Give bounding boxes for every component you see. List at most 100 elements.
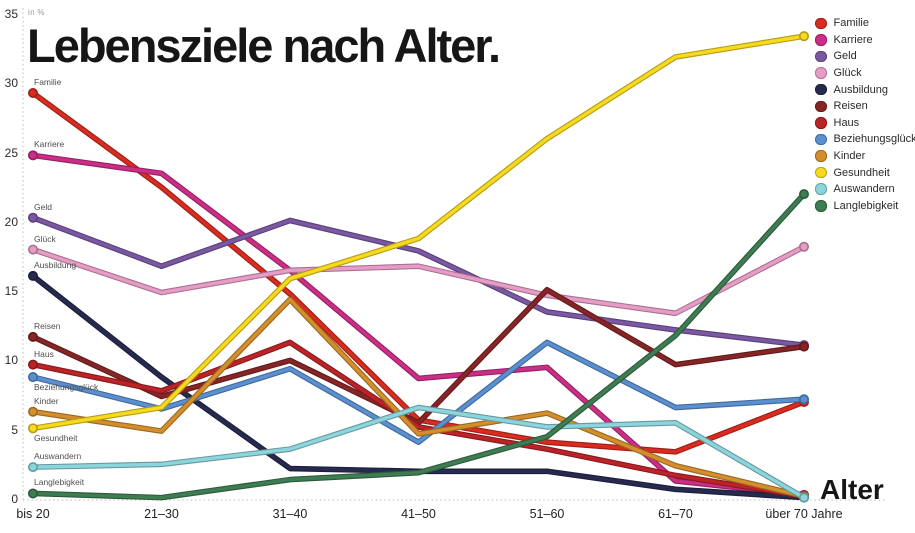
legend-dot xyxy=(815,50,827,63)
y-axis-tick-label: 25 xyxy=(4,145,18,160)
series-line-Auswandern xyxy=(28,404,809,503)
series-label: Haus xyxy=(34,348,54,359)
legend-dot xyxy=(815,183,827,195)
legend-dot xyxy=(815,67,827,79)
series-endpoint-dot-core xyxy=(29,214,37,222)
x-axis-tick-label: 61–70 xyxy=(658,507,693,521)
series-endpoint-dot-core xyxy=(29,246,37,253)
x-axis-tick-label: 31–40 xyxy=(272,507,308,521)
series-endpoint-dot-core xyxy=(29,151,37,159)
legend-label: Ausbildung xyxy=(833,83,888,96)
series-endpoint-dot-core xyxy=(800,343,808,350)
y-axis-tick-label: 20 xyxy=(4,214,18,229)
series-endpoint-dot-core xyxy=(29,408,37,416)
legend-dot xyxy=(815,34,827,46)
y-axis-tick-label: 30 xyxy=(4,76,18,91)
series-endpoint-dot-core xyxy=(29,424,37,432)
legend-label: Glück xyxy=(833,67,862,80)
series-stroke xyxy=(31,216,806,347)
legend-label: Haus xyxy=(833,116,860,129)
series-stroke xyxy=(31,245,806,316)
legend-dot xyxy=(815,133,827,146)
x-axis-tick-label: bis 20 xyxy=(16,507,50,521)
series-label: Geld xyxy=(34,201,52,212)
series-endpoint-dot-core xyxy=(29,361,37,368)
legend-dot xyxy=(815,83,827,96)
legend-dot xyxy=(815,166,827,179)
legend-item-Ausbildung: Ausbildung xyxy=(815,81,915,98)
chart-title: Lebensziele nach Alter. xyxy=(27,19,501,72)
legend-label: Auswandern xyxy=(833,183,895,196)
y-axis-tick-label: 15 xyxy=(4,284,18,299)
legend-label: Geld xyxy=(833,50,857,63)
series-stroke xyxy=(31,340,806,498)
series-label: Gesundheit xyxy=(34,433,78,444)
y-axis-tick-label: 0 xyxy=(11,492,18,506)
legend-dot xyxy=(815,117,827,129)
legend-item-Kinder: Kinder xyxy=(815,148,915,165)
legend-item-Geld: Geld xyxy=(815,48,915,65)
series-line-Langlebigkeit xyxy=(28,189,809,501)
y-axis-tick-label: 10 xyxy=(4,353,18,368)
series-endpoint-dot-core xyxy=(800,190,808,198)
legend-dot xyxy=(815,200,827,212)
legend: Familie Karriere Geld Glück Ausbildung Reisen… xyxy=(815,15,915,214)
series-label: Familie xyxy=(34,76,62,87)
series-endpoint-dot-core xyxy=(29,89,37,97)
series-label: Kinder xyxy=(34,395,59,406)
series-line-Geld xyxy=(28,212,809,351)
series-endpoint-dot-core xyxy=(29,333,37,341)
legend-label: Langlebigkeit xyxy=(833,199,899,212)
x-axis-title: Alter xyxy=(820,474,884,505)
series-label: Karriere xyxy=(34,139,65,150)
legend-dot xyxy=(815,17,827,30)
series-stroke xyxy=(31,192,806,500)
legend-item-Reisen: Reisen xyxy=(815,98,915,115)
legend-dot xyxy=(815,100,827,113)
series-label: Langlebigkeit xyxy=(34,477,85,488)
legend-label: Karriere xyxy=(833,33,873,46)
series-stroke xyxy=(31,288,806,425)
series-stroke xyxy=(31,91,806,454)
x-axis-tick-label: 41–50 xyxy=(401,507,436,521)
legend-item-Beziehungsglück: Beziehungsglück xyxy=(815,131,915,148)
legend-label: Familie xyxy=(833,17,869,30)
series-line-Gesundheit xyxy=(28,31,809,434)
series-stroke xyxy=(31,297,806,498)
legend-dot xyxy=(815,150,827,162)
legend-item-Familie: Familie xyxy=(815,15,915,32)
series-stroke xyxy=(31,405,806,500)
series-line-Reisen xyxy=(28,286,809,426)
series-stroke xyxy=(31,34,806,431)
series-label: Glück xyxy=(34,233,56,244)
legend-item-Glück: Glück xyxy=(815,65,915,82)
series-line-Familie xyxy=(28,87,809,455)
x-axis-tick-label: über 70 Jahre xyxy=(765,507,843,521)
series-endpoint-dot-core xyxy=(800,395,808,403)
series-stroke xyxy=(31,153,806,497)
series-outline xyxy=(30,244,807,317)
series-label: Beziehungsglück xyxy=(34,382,99,393)
series-endpoint-dot-core xyxy=(800,32,808,40)
legend-item-Karriere: Karriere xyxy=(815,32,915,49)
legend-label: Kinder xyxy=(833,150,866,163)
series-endpoint-dot-core xyxy=(29,463,37,471)
series-outline xyxy=(30,90,807,455)
series-endpoint-dot-core xyxy=(29,272,37,280)
y-axis-tick-label: 5 xyxy=(11,422,18,437)
legend-item-Auswandern: Auswandern xyxy=(815,181,915,198)
legend-item-Langlebigkeit: Langlebigkeit xyxy=(815,198,915,215)
series-endpoint-dot-core xyxy=(800,243,808,251)
series-label: Auswandern xyxy=(34,451,82,462)
x-axis-tick-label: 51–60 xyxy=(529,507,565,521)
series-endpoint-dot-core xyxy=(29,373,37,381)
series-label: Reisen xyxy=(34,320,61,331)
legend-label: Reisen xyxy=(833,100,868,113)
series-endpoint-dot-core xyxy=(800,494,808,502)
series-label: Ausbildung xyxy=(34,259,77,270)
x-axis-tick-label: 21–30 xyxy=(144,507,179,521)
y-axis-tick-label: 35 xyxy=(4,7,18,21)
legend-item-Haus: Haus xyxy=(815,115,915,132)
